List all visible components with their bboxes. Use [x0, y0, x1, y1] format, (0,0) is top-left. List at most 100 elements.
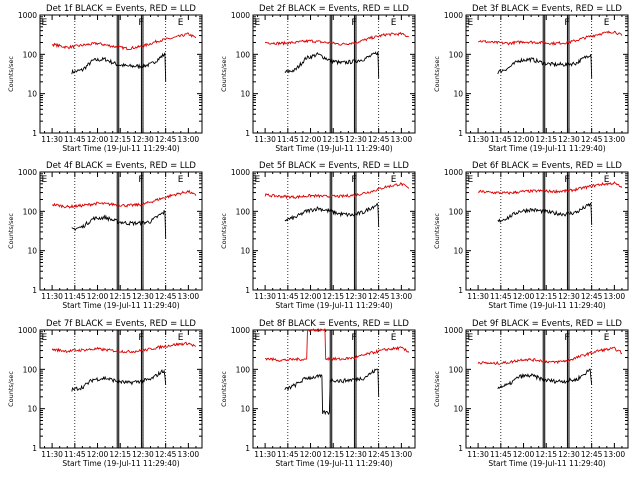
x-tick-label: 11:45 — [490, 292, 512, 301]
x-tick-label: 12:00 — [87, 450, 109, 459]
series-line-events — [284, 202, 380, 228]
x-axis-label: Start Time (19-Jul-11 11:29:40) — [62, 144, 179, 153]
marker-label: E — [468, 175, 474, 185]
series-line-lld — [264, 182, 410, 200]
marker-label: E — [178, 18, 184, 28]
series-line-events — [71, 368, 167, 392]
x-tick-label: 12:00 — [513, 450, 535, 459]
x-tick-label: 11:45 — [277, 450, 299, 459]
series-line-events — [284, 368, 380, 416]
y-axis-label: Counts/sec — [433, 56, 441, 92]
x-tick-label: 12:15 — [322, 450, 344, 459]
panel-title: Det 5f BLACK = Events, RED = LLD — [259, 161, 409, 171]
marker-label: F — [351, 18, 356, 28]
plot-frame — [252, 171, 416, 291]
x-tick-label: 12:00 — [300, 135, 322, 144]
x-tick-label: 12:45 — [368, 135, 390, 144]
x-tick-label: 11:30 — [41, 292, 63, 301]
marker-label: E — [42, 18, 48, 28]
x-tick-label: 13:00 — [604, 450, 626, 459]
y-tick-label: 1 — [32, 129, 37, 138]
y-tick-label: 10 — [453, 405, 463, 414]
x-tick-label: 12:30 — [132, 135, 154, 144]
marker-label: F — [138, 175, 143, 185]
series-line-events — [71, 209, 167, 239]
x-tick-label: 12:30 — [132, 292, 154, 301]
y-tick-label: 1000 — [18, 11, 37, 20]
marker-label: F — [564, 18, 569, 28]
x-tick-label: 12:30 — [558, 135, 580, 144]
x-tick-label: 13:00 — [178, 450, 200, 459]
x-tick-label: 12:45 — [581, 450, 603, 459]
x-tick-label: 12:15 — [322, 292, 344, 301]
y-tick-label: 10 — [27, 247, 37, 256]
marker-label: E — [604, 333, 610, 343]
marker-label: F — [564, 175, 569, 185]
plot-frame — [39, 171, 203, 291]
y-axis-label: Counts/sec — [433, 371, 441, 407]
x-tick-label: 12:45 — [581, 135, 603, 144]
y-tick-label: 100 — [23, 50, 38, 59]
y-tick-label: 10 — [27, 405, 37, 414]
x-tick-label: 11:45 — [490, 135, 512, 144]
y-axis-label: Counts/sec — [220, 56, 228, 92]
panel-6: Det 6f BLACK = Events, RED = LLD 1 10 100 10… — [433, 161, 629, 310]
panel-title: Det 2f BLACK = Events, RED = LLD — [259, 4, 409, 14]
marker-label: E — [178, 333, 184, 343]
x-tick-label: 11:30 — [41, 135, 63, 144]
x-tick-label: 12:00 — [513, 135, 535, 144]
y-tick-label: 100 — [449, 365, 464, 374]
x-tick-label: 13:00 — [178, 135, 200, 144]
x-tick-label: 13:00 — [391, 450, 413, 459]
plot-frame — [39, 329, 203, 449]
marker-label: E — [604, 175, 610, 185]
x-tick-label: 12:15 — [109, 135, 131, 144]
x-tick-label: 12:15 — [109, 450, 131, 459]
x-tick-label: 12:15 — [535, 135, 557, 144]
y-axis-label: Counts/sec — [433, 213, 441, 249]
panel-9: Det 9f BLACK = Events, RED = LLD 1 10 100 10… — [433, 319, 629, 468]
x-tick-label: 11:30 — [467, 292, 489, 301]
x-tick-label: 12:45 — [368, 450, 390, 459]
y-tick-label: 1 — [458, 286, 463, 295]
panel-title: Det 8f BLACK = Events, RED = LLD — [259, 319, 409, 329]
x-tick-label: 12:30 — [345, 135, 367, 144]
x-tick-label: 12:30 — [558, 450, 580, 459]
x-tick-label: 12:30 — [132, 450, 154, 459]
x-tick-label: 12:30 — [345, 450, 367, 459]
x-tick-label: 11:45 — [490, 450, 512, 459]
y-tick-label: 10 — [240, 90, 250, 99]
panel-7: Det 7f BLACK = Events, RED = LLD 1 10 100 10… — [7, 319, 203, 468]
x-tick-label: 12:15 — [322, 135, 344, 144]
y-tick-label: 100 — [236, 50, 251, 59]
series-line-lld — [51, 341, 197, 354]
x-tick-label: 11:30 — [254, 135, 276, 144]
y-tick-label: 10 — [240, 405, 250, 414]
x-tick-label: 13:00 — [604, 135, 626, 144]
y-tick-label: 100 — [23, 365, 38, 374]
y-axis-label: Counts/sec — [220, 371, 228, 407]
x-tick-label: 12:00 — [87, 135, 109, 144]
x-tick-label: 11:30 — [254, 292, 276, 301]
panel-1: Det 1f BLACK = Events, RED = LLD 1 10 100 10… — [7, 4, 203, 153]
x-tick-label: 12:00 — [513, 292, 535, 301]
x-tick-label: 11:45 — [277, 135, 299, 144]
y-tick-label: 1000 — [444, 168, 463, 177]
marker-label: F — [564, 333, 569, 343]
y-tick-label: 1 — [32, 286, 37, 295]
x-tick-label: 12:15 — [535, 450, 557, 459]
x-tick-label: 12:00 — [300, 292, 322, 301]
panel-4: Det 4f BLACK = Events, RED = LLD 1 10 100 10… — [7, 161, 203, 310]
x-tick-label: 11:45 — [64, 292, 86, 301]
x-tick-label: 11:30 — [41, 450, 63, 459]
x-tick-label: 12:00 — [87, 292, 109, 301]
x-tick-label: 12:00 — [300, 450, 322, 459]
x-axis-label: Start Time (19-Jul-11 11:29:40) — [488, 144, 605, 153]
series-line-events — [497, 368, 593, 390]
y-tick-label: 1000 — [444, 11, 463, 20]
marker-label: E — [468, 18, 474, 28]
y-axis-label: Counts/sec — [220, 213, 228, 249]
panel-title: Det 4f BLACK = Events, RED = LLD — [46, 161, 196, 171]
x-tick-label: 12:15 — [109, 292, 131, 301]
panel-3: Det 3f BLACK = Events, RED = LLD 1 10 100 10… — [433, 4, 629, 153]
